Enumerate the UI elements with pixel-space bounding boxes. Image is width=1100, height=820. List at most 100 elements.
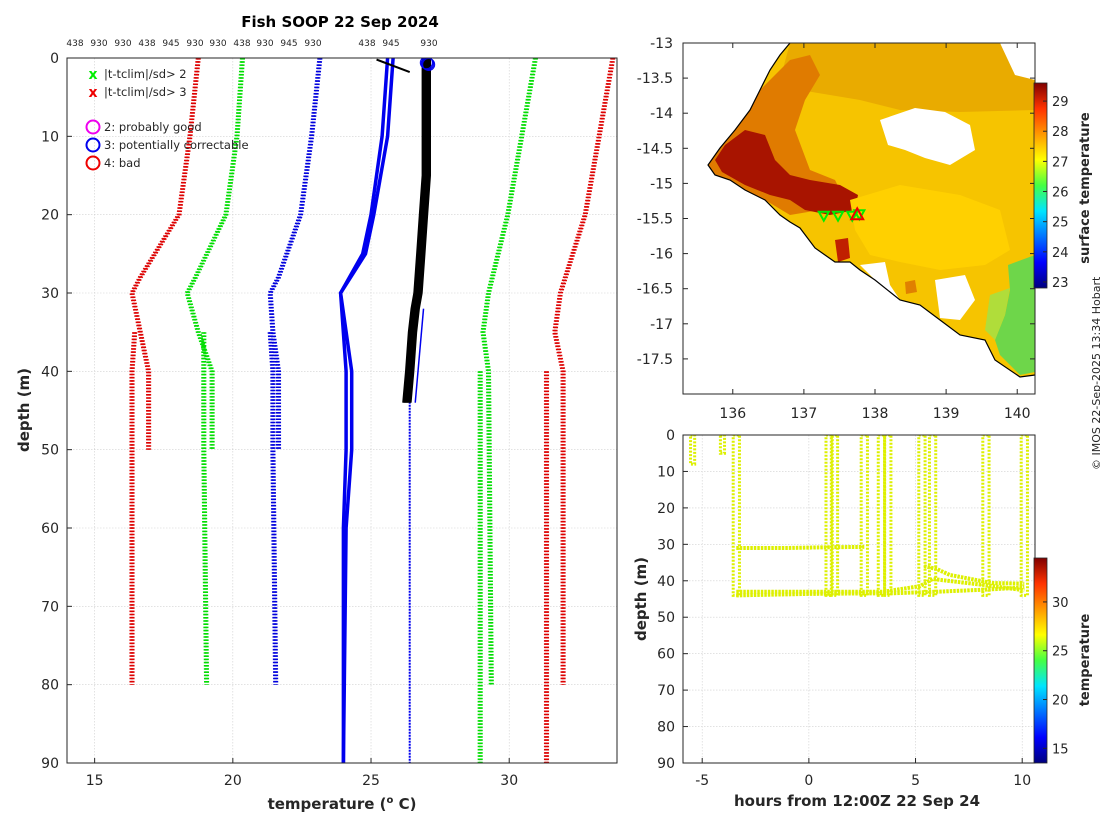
legend-qc-3-marker: x <box>88 85 97 101</box>
profile-ytick-label: 20 <box>41 208 59 224</box>
map-panel: 136 137 138 139 140 -13 -13.5 -14 -14.5 -15 -15.5 -… <box>637 36 1093 422</box>
legend-flag-2-marker <box>85 119 101 135</box>
map-xtick-label: 136 <box>719 406 746 422</box>
sst-colorbar-tick-label: 29 <box>1052 95 1069 110</box>
profile-ytick-label: 70 <box>41 599 59 615</box>
section-cast <box>1019 435 1029 597</box>
figure-title: Fish SOOP 22 Sep 2024 <box>241 13 439 31</box>
section-xtick-label: 0 <box>804 773 813 789</box>
section-cast <box>876 435 887 597</box>
flag-marker <box>419 58 433 70</box>
profile-ytick-label: 50 <box>41 443 59 459</box>
map-ytick-label: -17 <box>650 317 673 333</box>
map-xtick-label: 140 <box>1004 406 1031 422</box>
cast-id-label: 438 <box>138 39 155 49</box>
section-cast <box>927 435 938 597</box>
map-ytick-label: -14.5 <box>637 141 673 157</box>
temp-colorbar-tick-label: 20 <box>1052 694 1069 709</box>
clim-line <box>269 332 277 685</box>
cast-id-label: 438 <box>66 39 83 49</box>
sst-cloud-gap-2 <box>860 262 900 300</box>
cast-id-label: 438 <box>233 39 250 49</box>
map-ytick-label: -14 <box>650 106 673 122</box>
sst-orange-south <box>905 280 917 294</box>
section-cast <box>689 435 697 466</box>
cast-id-label: 930 <box>209 39 226 49</box>
clim-line <box>270 58 323 450</box>
map-content <box>683 43 1035 394</box>
section-ylabel: depth (m) <box>632 557 650 641</box>
temp-colorbar <box>1033 557 1048 764</box>
map-track-markers <box>817 206 867 223</box>
section-cast <box>883 435 893 597</box>
profile-xtick-label: 30 <box>500 773 518 789</box>
sst-colorbar-ticks: 23 24 25 26 27 28 29 <box>1043 95 1069 291</box>
section-ytick-label: 0 <box>666 428 675 444</box>
cast-id-label: 438 <box>358 39 375 49</box>
legend-flag-3-label: 3: potentially correctable <box>104 138 249 152</box>
legend-qc-2-marker: x <box>88 67 97 83</box>
temp-colorbar-tick-label: 30 <box>1052 596 1069 611</box>
clim-line <box>202 332 208 685</box>
section-ytick-label: 90 <box>657 756 675 772</box>
map-flag-marker <box>849 206 865 221</box>
map-ticks: 136 137 138 139 140 -13 -13.5 -14 -14.5 -15 -15.5 -… <box>637 36 1035 422</box>
legend-qc-2: x |t-tclim|/sd> 2 <box>88 67 186 83</box>
sst-cloud-gap-1 <box>880 108 975 165</box>
clim-line <box>270 332 279 685</box>
profile-top-labels: 438 930 930 438 945 930 930 438 930 945 930 438 945 9… <box>66 39 437 49</box>
map-xtick-label: 138 <box>862 406 889 422</box>
section-ytick-label: 60 <box>657 647 675 663</box>
clim-line <box>129 332 135 685</box>
section-cast <box>718 435 727 455</box>
clim-line <box>130 332 136 685</box>
sst-warm-patch-east <box>780 43 1035 112</box>
copyright-text: © IMOS 22-Sep-2025 13:34 Hobart <box>1090 276 1100 470</box>
map-ytick-label: -16.5 <box>637 282 673 298</box>
legend-qc-3-label: |t-tclim|/sd> 3 <box>104 85 187 99</box>
map-xtick-label: 137 <box>791 406 818 422</box>
sst-colorbar-tick-label: 26 <box>1052 186 1069 201</box>
clim-line <box>204 332 210 685</box>
profile-ytick-label: 80 <box>41 678 59 694</box>
sst-green-southeast <box>995 255 1035 375</box>
map-ytick-label: -15.5 <box>637 212 673 228</box>
cast-id-label: 930 <box>420 39 437 49</box>
section-depth-track <box>923 564 1025 586</box>
profile-ytick-label: 10 <box>41 129 59 145</box>
sst-warm-center <box>850 185 1010 270</box>
flag-marker <box>420 58 434 70</box>
legend-flag-3: 3: potentially correctable <box>85 137 249 153</box>
clim-line <box>129 58 199 450</box>
sst-colorbar-tick-label: 27 <box>1052 155 1069 170</box>
coastline <box>707 43 1035 378</box>
temp-colorbar-tick-label: 25 <box>1052 645 1069 660</box>
clim-line <box>184 58 243 450</box>
clim-line <box>267 332 276 685</box>
sst-hot-spot <box>835 238 850 262</box>
legend-flag-4-marker <box>85 155 101 171</box>
section-xtick-label: 10 <box>1013 773 1031 789</box>
sst-colorbar-tick-label: 24 <box>1052 246 1069 261</box>
map-ytick-label: -13 <box>650 36 673 52</box>
flag-marker <box>421 58 435 71</box>
sst-colorbar-tick-label: 28 <box>1052 125 1069 140</box>
sst-colorbar-tick-label: 23 <box>1052 276 1069 291</box>
section-depth-track <box>736 544 865 550</box>
clim-line <box>132 332 138 685</box>
clim-line <box>553 58 615 685</box>
clim-line <box>552 58 613 685</box>
clim-line <box>130 58 200 450</box>
map-xtick-label: 139 <box>933 406 960 422</box>
profile-xtick-label: 25 <box>362 773 380 789</box>
section-cast <box>981 435 991 597</box>
legend-flag-2: 2: probably good <box>85 119 202 135</box>
legend-qc-2-label: |t-tclim|/sd> 2 <box>104 67 187 81</box>
profile-ytick-label: 90 <box>41 756 59 772</box>
map-track-marker <box>845 210 859 223</box>
map-ytick-label: -13.5 <box>637 71 673 87</box>
sst-colorbar <box>1033 82 1048 289</box>
map-track-marker <box>817 210 831 223</box>
